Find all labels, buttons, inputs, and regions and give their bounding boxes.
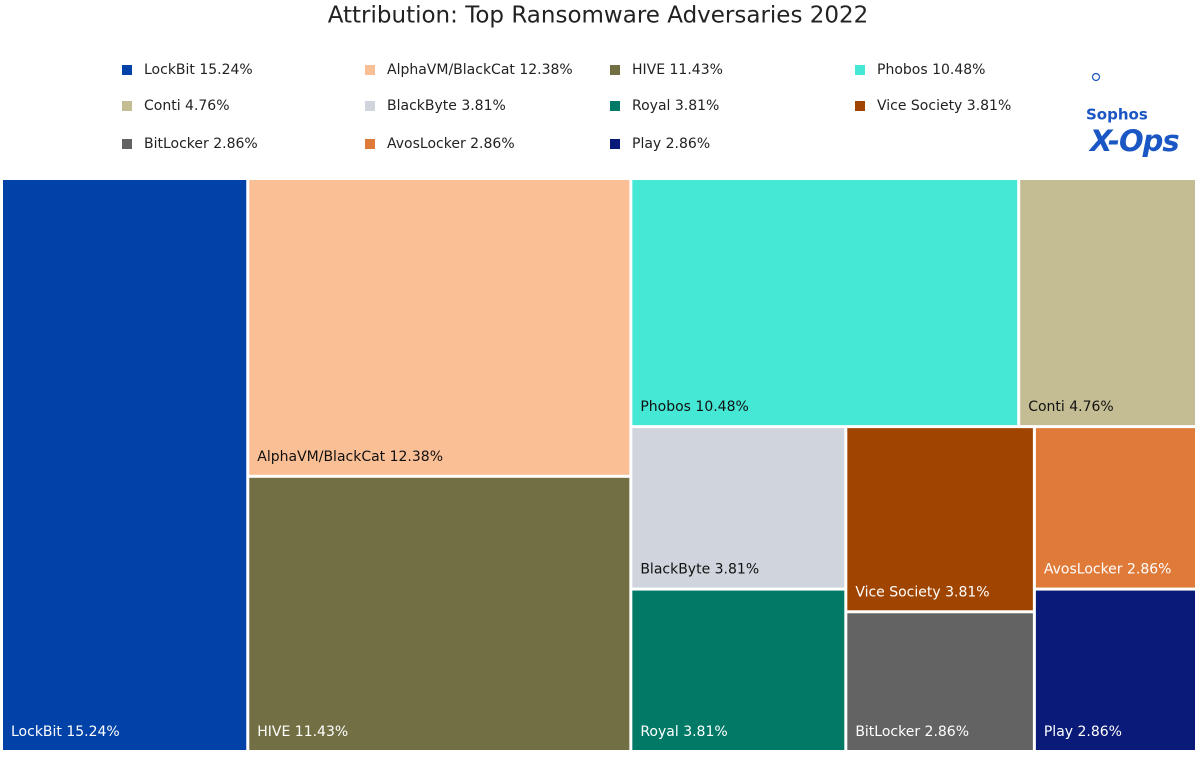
legend-label: BlackByte 3.81% [387, 98, 506, 114]
legend-label: AvosLocker 2.86% [387, 136, 515, 152]
legend-marker [610, 139, 620, 149]
logo-text: X-Ops [1088, 124, 1179, 158]
tile [1035, 590, 1195, 750]
tile [632, 590, 845, 750]
tile-label: BlackByte 3.81% [640, 562, 759, 578]
tile-label: LockBit 15.24% [11, 724, 120, 740]
tile [632, 428, 845, 588]
legend-label: LockBit 15.24% [144, 62, 253, 78]
tile [249, 180, 630, 475]
legend-label: Play 2.86% [632, 136, 710, 152]
legend-label: Vice Society 3.81% [877, 98, 1011, 114]
tile-label: AvosLocker 2.86% [1044, 562, 1172, 578]
legend-marker [122, 65, 132, 75]
tile [847, 613, 1033, 750]
tile-label: BitLocker 2.86% [855, 724, 969, 740]
chart-title: Attribution: Top Ransomware Adversaries … [328, 3, 869, 29]
tile [847, 428, 1033, 611]
legend-label: Royal 3.81% [632, 98, 719, 114]
tile-label: Royal 3.81% [640, 724, 727, 740]
legend-marker [365, 65, 375, 75]
tile [1035, 428, 1195, 588]
legend-label: HIVE 11.43% [632, 62, 723, 78]
legend-label: BitLocker 2.86% [144, 136, 258, 152]
tile-label: HIVE 11.43% [257, 724, 348, 740]
tile-label: Play 2.86% [1044, 724, 1122, 740]
legend-label: AlphaVM/BlackCat 12.38% [387, 62, 573, 78]
tile [1020, 180, 1195, 426]
tile [632, 180, 1018, 426]
legend-marker [122, 101, 132, 111]
legend-marker [855, 65, 865, 75]
legend-marker [365, 101, 375, 111]
legend-label: Phobos 10.48% [877, 62, 985, 78]
tile-label: Vice Society 3.81% [855, 584, 989, 600]
legend-marker [365, 139, 375, 149]
tile-label: Phobos 10.48% [640, 399, 748, 415]
legend-marker [122, 139, 132, 149]
tile [3, 180, 247, 750]
legend-marker [610, 65, 620, 75]
tile [249, 477, 630, 750]
tile-label: Conti 4.76% [1028, 399, 1114, 415]
logo-text: Sophos [1086, 106, 1148, 124]
tile-label: AlphaVM/BlackCat 12.38% [257, 449, 443, 465]
legend-marker [610, 101, 620, 111]
logo-dot [1091, 72, 1101, 82]
legend-marker [855, 101, 865, 111]
legend-label: Conti 4.76% [144, 98, 230, 114]
